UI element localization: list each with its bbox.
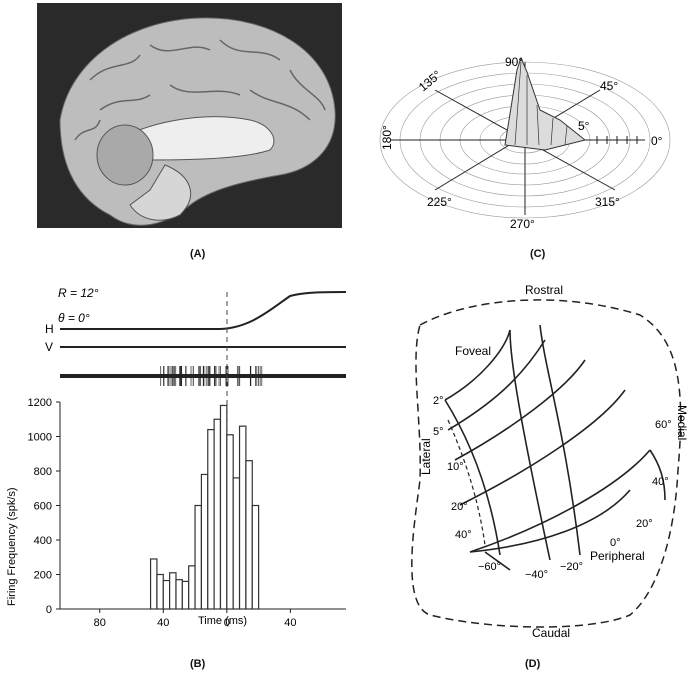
ecc-10: 10° [447,461,464,473]
histogram-bar [245,460,253,610]
label-foveal: Foveal [455,344,491,358]
angle-270: 270° [510,217,535,231]
ecc-20: 20° [451,501,468,513]
panel-b: R = 12° θ = 0° H V 0 200 400 600 800 1000 1200… [0,270,360,674]
angle-315: 315° [595,195,620,209]
x-tick-label: 0 [224,617,230,629]
map-outline [411,299,682,628]
y-tick-label: 400 [34,535,52,547]
horizontal-eye-trace [60,291,347,330]
y-tick-label: 1000 [28,432,52,444]
panel-c-label: (C) [530,248,546,260]
label-peripheral: Peripheral [590,549,645,563]
panel-d: Rostral Caudal Lateral Medial Foveal Per… [360,270,689,674]
histogram-bar [238,425,247,610]
panel-c: 90° 45° 0° 315° 270° 225° 180° 135° 5° (… [345,0,689,265]
trace-label-v: V [45,340,53,354]
ecc-2: 2° [433,395,444,407]
label-rostral: Rostral [525,283,563,297]
x-tick-label: 40 [157,617,169,629]
y-tick-label: 200 [34,570,52,582]
trace-label-theta: θ = 0° [58,311,90,325]
y-tick-label: 1200 [28,397,52,409]
y-tick-label: 800 [34,466,52,478]
angle-45: 45° [600,79,618,93]
trace-label-r: R = 12° [58,286,99,300]
x-axis-label: Time (ms) [198,615,247,627]
trace-label-h: H [45,322,54,336]
y-axis-label: Firing Frequency (spk/s) [6,487,18,606]
dir-60: 60° [655,419,672,431]
dir-neg20: −20° [560,561,583,573]
x-tick-label: 80 [94,617,106,629]
histogram-bar [175,579,183,610]
collicular-map: Rostral Caudal Lateral Medial Foveal Per… [411,283,689,640]
dir-20: 20° [636,518,653,530]
histogram-bar [232,477,241,610]
dir-40: 40° [652,476,669,488]
y-tick-label: 600 [34,501,52,513]
dir-neg60: −60° [478,561,501,573]
histogram-bar [219,404,228,610]
histogram-bar [149,558,158,610]
histogram-bar [226,434,234,610]
histogram-bar [200,473,209,610]
y-tick-label: 0 [46,604,52,616]
x-tick-label: 40 [284,617,296,629]
label-caudal: Caudal [532,626,570,640]
histogram-bar [251,504,260,610]
angle-180: 180° [380,125,394,150]
angle-225: 225° [427,195,452,209]
histogram-bar [194,504,203,610]
panel-a: (A) [0,0,345,265]
histogram-bar [169,572,177,610]
angle-0: 0° [651,134,663,148]
histogram-bar [207,429,215,610]
label-medial: Medial [675,405,689,440]
histogram-bar [213,418,222,610]
amplitude-5: 5° [578,119,590,133]
panel-d-label: (D) [525,658,541,670]
panel-a-label: (A) [190,248,206,260]
dir-neg40: −40° [525,569,548,581]
histogram-bar [188,565,196,610]
histogram-bar [181,580,190,610]
ecc-5: 5° [433,426,444,438]
brain-photo [37,3,342,228]
panel-b-label: (B) [190,658,206,670]
polar-response-plot: 90° 45° 0° 315° 270° 225° 180° 135° 5° [379,55,671,231]
ecc-40: 40° [455,529,472,541]
firing-histogram: R = 12° θ = 0° H V 020040060080010001200… [6,286,347,629]
dir-0: 0° [610,537,621,549]
angle-90: 90° [505,55,523,69]
angle-135: 135° [416,67,444,94]
label-lateral: Lateral [419,438,433,475]
histogram-bar [162,579,171,610]
histogram-bar [156,573,164,610]
